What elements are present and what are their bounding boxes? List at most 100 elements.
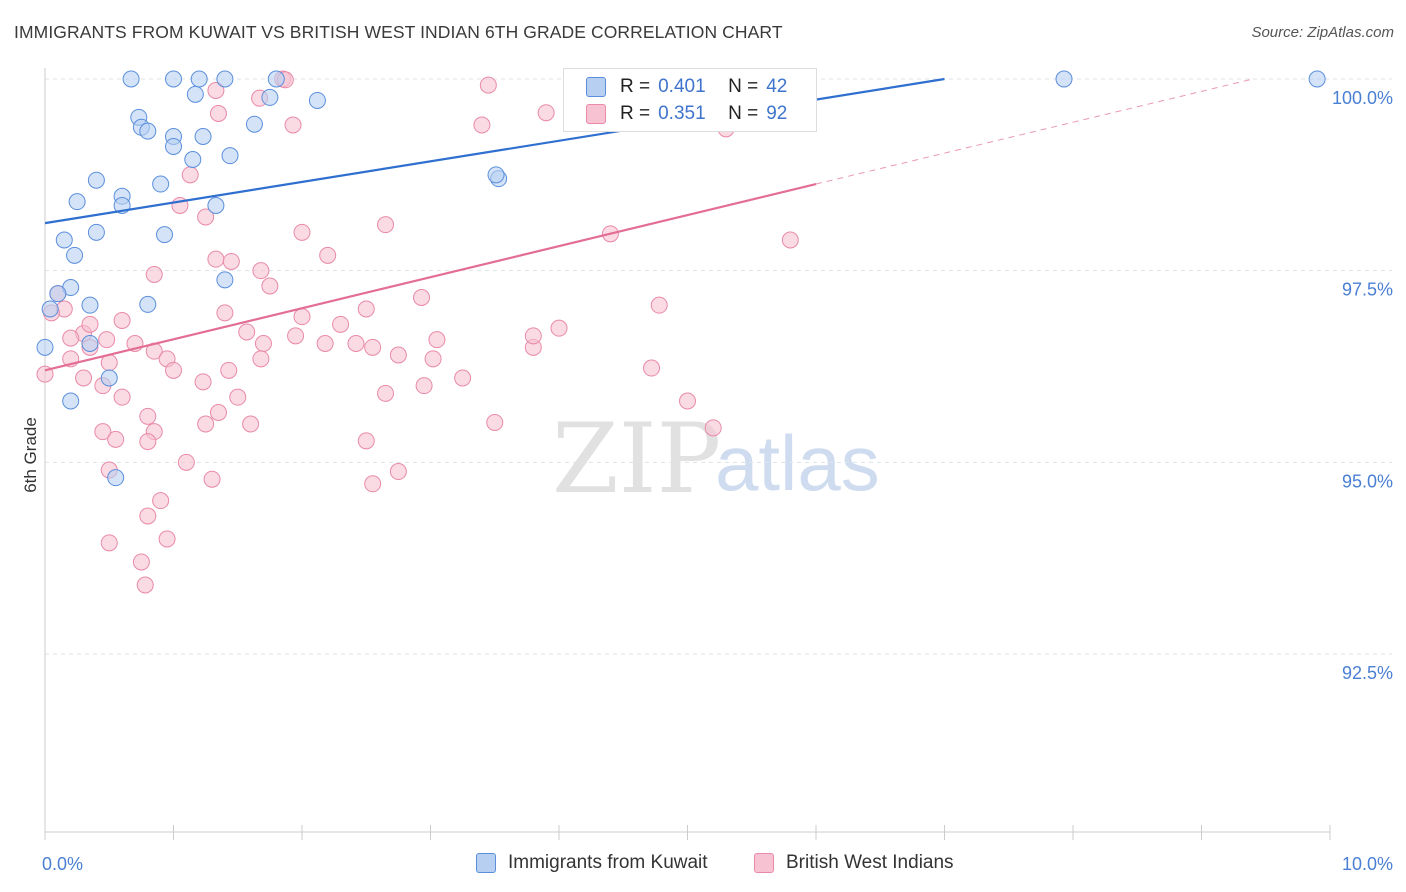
bwi-point bbox=[424, 350, 442, 368]
bwi-point bbox=[357, 300, 375, 318]
bwi-point bbox=[319, 246, 337, 264]
bwi-point bbox=[98, 331, 116, 349]
kuwait-point bbox=[245, 115, 263, 133]
bwi-point bbox=[357, 432, 375, 450]
bwi-point bbox=[254, 335, 272, 352]
bwi-point bbox=[139, 507, 157, 525]
bwi-point bbox=[781, 231, 799, 249]
legend-item-bwi[interactable]: British West Indians bbox=[754, 852, 954, 874]
kuwait-point bbox=[139, 295, 157, 313]
bwi-point bbox=[136, 576, 154, 594]
legend-r-label: R = bbox=[620, 103, 651, 124]
bwi-point bbox=[364, 475, 382, 493]
bwi-point bbox=[62, 329, 80, 347]
legend-n-value: 92 bbox=[766, 103, 788, 124]
bwi-point bbox=[413, 289, 431, 306]
bwi-point bbox=[332, 315, 350, 333]
bwi-point bbox=[454, 369, 472, 387]
gridlines bbox=[45, 78, 1392, 655]
kuwait-point bbox=[194, 128, 212, 145]
bwi-point bbox=[428, 331, 446, 349]
series-legend: Immigrants from Kuwait British West Indi… bbox=[0, 852, 1406, 878]
legend-swatch-bwi bbox=[754, 853, 774, 873]
bwi-point bbox=[252, 262, 270, 280]
bwi-point bbox=[152, 492, 170, 510]
kuwait-point bbox=[55, 231, 73, 249]
legend-r-label: R = bbox=[620, 76, 651, 97]
kuwait-point bbox=[107, 469, 125, 487]
bwi-point bbox=[197, 208, 215, 226]
bwi-point bbox=[377, 216, 395, 234]
bwi-point bbox=[550, 319, 568, 337]
kuwait-point bbox=[1055, 70, 1073, 88]
legend-item-kuwait[interactable]: Immigrants from Kuwait bbox=[476, 852, 708, 874]
source-label: Source: ZipAtlas.com bbox=[1251, 24, 1394, 41]
bwi-point bbox=[209, 404, 227, 421]
kuwait-point bbox=[186, 85, 204, 103]
bwi-point bbox=[284, 116, 302, 134]
watermark-atlas: atlas bbox=[715, 419, 880, 507]
kuwait-point bbox=[139, 122, 157, 140]
bwi-point bbox=[293, 223, 311, 241]
bwi-trend-extension bbox=[815, 78, 1254, 185]
kuwait-point bbox=[487, 166, 505, 184]
bwi-point bbox=[347, 335, 365, 352]
legend-row-kuwait: R = 0.401 N = 42 bbox=[586, 75, 787, 99]
legend-r-value: 0.351 bbox=[658, 103, 706, 124]
bwi-point bbox=[643, 359, 661, 377]
bwi-point bbox=[293, 308, 311, 326]
bwi-point bbox=[220, 361, 238, 379]
bwi-point bbox=[94, 423, 112, 441]
y-tick-label: 92.5% bbox=[1342, 663, 1393, 683]
bwi-point bbox=[158, 530, 176, 548]
bwi-trend-line bbox=[44, 182, 817, 372]
bwi-point bbox=[479, 76, 497, 94]
kuwait-point bbox=[165, 70, 182, 88]
legend-label-bwi: British West Indians bbox=[786, 852, 954, 873]
bwi-point bbox=[242, 415, 260, 433]
bwi-point bbox=[100, 534, 118, 552]
kuwait-point bbox=[216, 271, 234, 289]
bwi-point bbox=[252, 350, 270, 368]
y-tick-label: 95.0% bbox=[1342, 471, 1393, 491]
kuwait-point bbox=[152, 175, 170, 193]
legend-swatch-bwi bbox=[586, 104, 606, 124]
bwi-point bbox=[415, 377, 433, 395]
bwi-point bbox=[537, 104, 555, 122]
bwi-point bbox=[389, 346, 407, 364]
bwi-point bbox=[207, 82, 225, 99]
kuwait-point bbox=[165, 137, 182, 155]
y-tick-label: 100.0% bbox=[1332, 88, 1393, 108]
bwi-point bbox=[165, 361, 182, 379]
kuwait-point bbox=[156, 226, 174, 244]
bwi-point bbox=[316, 335, 334, 352]
kuwait-point bbox=[221, 147, 239, 165]
bwi-point bbox=[207, 250, 225, 268]
kuwait-point bbox=[122, 70, 140, 88]
kuwait-point bbox=[81, 296, 99, 314]
bwi-point bbox=[704, 419, 722, 437]
kuwait-point bbox=[216, 70, 234, 88]
zipatlas-watermark: ZIP atlas bbox=[552, 403, 880, 515]
bwi-point bbox=[107, 430, 125, 448]
bwi-point bbox=[139, 407, 157, 425]
tick-labels: 100.0% 97.5% 95.0% 92.5% 0.0% 10.0% bbox=[42, 88, 1393, 874]
kuwait-point bbox=[41, 300, 59, 318]
kuwait-point bbox=[81, 335, 99, 352]
legend-r-value: 0.401 bbox=[658, 76, 706, 97]
kuwait-point bbox=[267, 70, 285, 88]
kuwait-point bbox=[261, 88, 279, 106]
bwi-point bbox=[113, 312, 131, 329]
bwi-point bbox=[197, 415, 215, 433]
bwi-point bbox=[524, 327, 542, 345]
bwi-point bbox=[650, 296, 668, 314]
x-tick-label: 0.0% bbox=[42, 854, 83, 874]
bwi-point bbox=[287, 327, 305, 345]
bwi-point bbox=[203, 470, 221, 488]
kuwait-point bbox=[68, 193, 86, 211]
legend-row-bwi: R = 0.351 N = 92 bbox=[586, 102, 787, 126]
chart-title: IMMIGRANTS FROM KUWAIT VS BRITISH WEST I… bbox=[14, 22, 783, 42]
y-axis-title: 6th Grade bbox=[21, 417, 40, 493]
kuwait-point bbox=[1308, 70, 1326, 88]
